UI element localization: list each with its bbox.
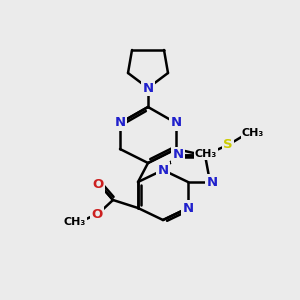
Text: N: N: [158, 164, 169, 176]
Text: N: N: [142, 82, 154, 94]
Text: N: N: [206, 176, 218, 188]
Text: CH₃: CH₃: [195, 149, 217, 159]
Text: N: N: [114, 116, 126, 130]
Text: N: N: [182, 202, 194, 214]
Text: CH₃: CH₃: [242, 128, 264, 138]
Text: S: S: [223, 139, 233, 152]
Text: CH₃: CH₃: [64, 217, 86, 227]
Text: O: O: [92, 178, 104, 191]
Text: O: O: [92, 208, 103, 220]
Text: N: N: [170, 116, 182, 130]
Text: N: N: [172, 148, 184, 161]
